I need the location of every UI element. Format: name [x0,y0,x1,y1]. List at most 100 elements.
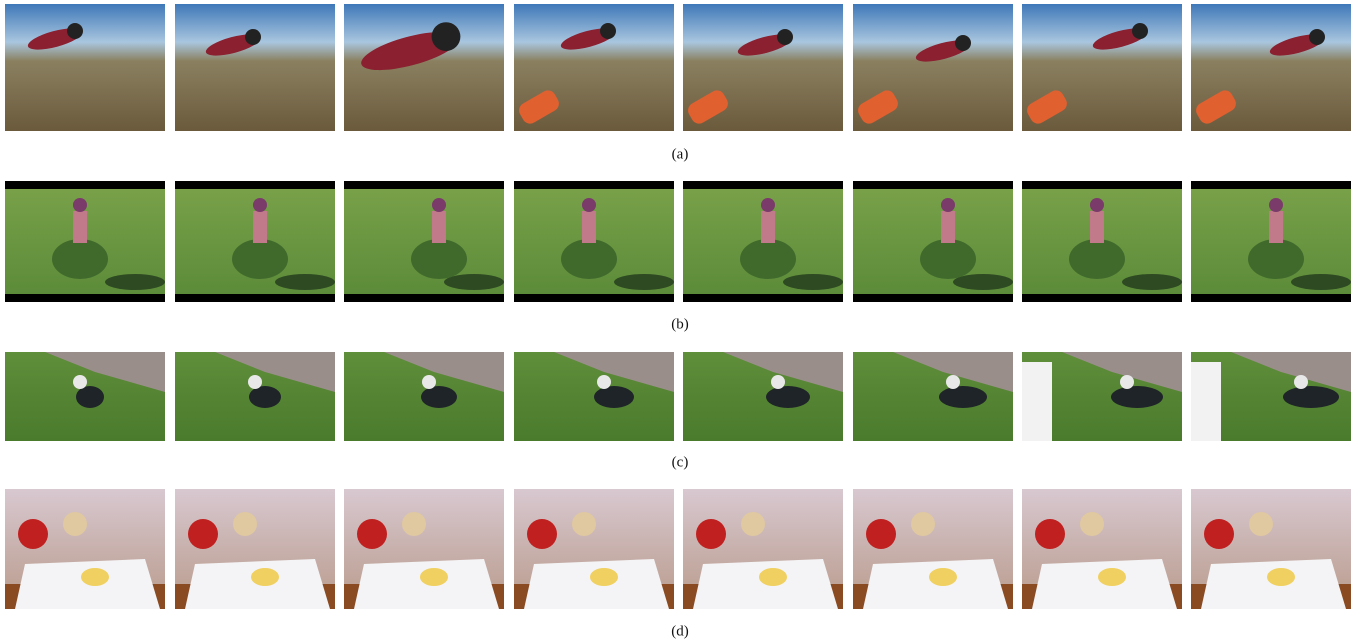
video-frame [853,181,1013,302]
cake [929,568,957,586]
row-caption: (c) [672,454,689,470]
helmet [1309,29,1325,45]
letterbox [514,181,674,189]
letterbox [175,181,335,189]
head [1269,198,1283,212]
head [253,198,267,212]
skirt [561,239,617,279]
cake [420,568,448,586]
shadow [444,274,504,290]
row-caption: (d) [671,623,689,639]
video-frame [175,352,335,441]
video-frame [5,489,165,609]
cake [81,568,109,586]
letterbox [5,294,165,302]
dog [76,386,104,408]
video-frame [1191,4,1351,131]
video-frame [683,352,843,441]
row-caption: (b) [671,316,689,332]
letterbox [683,181,843,189]
dog-head [248,375,262,389]
video-frame [853,489,1013,609]
person [527,519,557,549]
dog-head [597,375,611,389]
dog [421,386,457,408]
dog-head [1120,375,1134,389]
person [696,519,726,549]
head [1090,198,1104,212]
head [761,198,775,212]
video-frame [853,4,1013,131]
video-frame [853,352,1013,441]
video-frame [514,181,674,302]
skirt [1069,239,1125,279]
letterbox [1191,294,1351,302]
image-row [5,489,1351,609]
row-caption: (a) [672,146,689,162]
video-frame [1022,352,1182,441]
dancer [432,211,446,243]
letterbox [175,294,335,302]
child [741,512,765,536]
dog [939,386,987,408]
skirt [1248,239,1304,279]
video-frame [1022,181,1182,302]
frame-bg [5,4,165,131]
image-row [5,352,1351,441]
video-frame [344,352,504,441]
shadow [1291,274,1351,290]
dog [1283,386,1339,408]
child [233,512,257,536]
dancer [941,211,955,243]
video-frame [1191,181,1351,302]
letterbox [514,294,674,302]
letterbox [1191,181,1351,189]
video-frame [344,4,504,131]
dog [1111,386,1163,408]
letterbox [344,294,504,302]
cake [251,568,279,586]
shadow [953,274,1013,290]
dancer [761,211,775,243]
person [866,519,896,549]
video-frame [1191,352,1351,441]
dancer [1269,211,1283,243]
helmet [600,23,616,39]
cake [1267,568,1295,586]
video-frame [1022,489,1182,609]
child [63,512,87,536]
fence [1022,362,1052,441]
dancer [73,211,87,243]
person [188,519,218,549]
video-frame [514,4,674,131]
skirt [740,239,796,279]
letterbox [1022,294,1182,302]
shadow [614,274,674,290]
person [357,519,387,549]
helmet [1132,23,1148,39]
video-frame [5,181,165,302]
video-frame [175,4,335,131]
video-frame [683,4,843,131]
child [402,512,426,536]
letterbox [853,294,1013,302]
dog [766,386,810,408]
figure: (a) (b) (c) (d) [0,0,1360,644]
dog-head [422,375,436,389]
child [1249,512,1273,536]
child [1080,512,1104,536]
fence [1191,362,1221,441]
shadow [275,274,335,290]
dancer [1090,211,1104,243]
video-frame [5,352,165,441]
shadow [1122,274,1182,290]
head [582,198,596,212]
skirt [411,239,467,279]
head [941,198,955,212]
person [18,519,48,549]
helmet [955,35,971,51]
video-frame [5,4,165,131]
head [73,198,87,212]
person [1035,519,1065,549]
helmet [432,22,461,51]
